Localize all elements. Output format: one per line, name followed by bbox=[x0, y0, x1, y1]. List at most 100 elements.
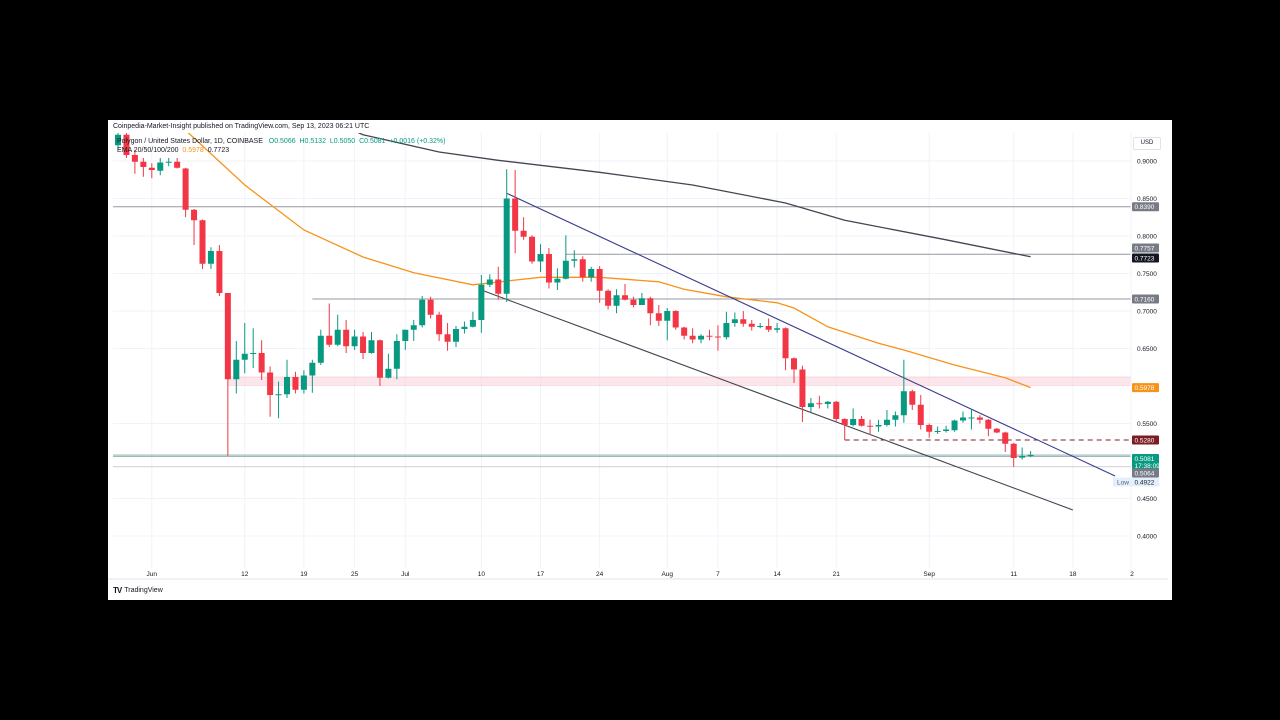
candle[interactable] bbox=[858, 416, 865, 427]
candle[interactable] bbox=[706, 329, 713, 341]
candle[interactable] bbox=[824, 401, 831, 409]
candle[interactable] bbox=[537, 244, 544, 272]
candle[interactable] bbox=[1010, 443, 1017, 467]
candle[interactable] bbox=[115, 130, 121, 150]
candle[interactable] bbox=[647, 296, 654, 326]
candle[interactable] bbox=[833, 401, 840, 422]
candle[interactable] bbox=[588, 266, 595, 282]
candle[interactable] bbox=[917, 395, 924, 430]
candle[interactable] bbox=[791, 357, 797, 384]
candle[interactable] bbox=[892, 411, 899, 427]
candle[interactable] bbox=[655, 305, 662, 326]
candle[interactable] bbox=[334, 314, 341, 347]
candle[interactable] bbox=[1019, 447, 1026, 460]
candle[interactable] bbox=[943, 425, 950, 433]
candle[interactable] bbox=[444, 323, 451, 351]
candle[interactable] bbox=[233, 341, 240, 394]
candle[interactable] bbox=[148, 163, 155, 179]
candle[interactable] bbox=[850, 408, 857, 427]
candle[interactable] bbox=[883, 410, 890, 427]
candle[interactable] bbox=[976, 415, 983, 424]
candle[interactable] bbox=[765, 318, 772, 333]
candle[interactable] bbox=[478, 275, 485, 333]
candle[interactable] bbox=[740, 311, 747, 327]
candle[interactable] bbox=[131, 149, 138, 174]
candle[interactable] bbox=[199, 219, 206, 270]
candle[interactable] bbox=[900, 359, 907, 423]
candle[interactable] bbox=[1027, 451, 1034, 458]
candle[interactable] bbox=[816, 395, 823, 409]
candle[interactable] bbox=[985, 419, 992, 437]
candle[interactable] bbox=[300, 370, 307, 394]
candle[interactable] bbox=[495, 266, 502, 300]
candle[interactable] bbox=[436, 311, 443, 341]
candle[interactable] bbox=[469, 311, 476, 328]
candle[interactable] bbox=[503, 169, 510, 302]
candle[interactable] bbox=[140, 158, 147, 177]
candle[interactable] bbox=[579, 256, 586, 282]
candle[interactable] bbox=[960, 411, 966, 423]
candle[interactable] bbox=[529, 235, 536, 264]
candle[interactable] bbox=[410, 320, 417, 341]
candle[interactable] bbox=[630, 296, 637, 308]
candle[interactable] bbox=[698, 334, 705, 344]
candle[interactable] bbox=[867, 419, 874, 435]
candle[interactable] bbox=[368, 332, 375, 354]
candle[interactable] bbox=[605, 289, 612, 310]
candle[interactable] bbox=[241, 323, 248, 374]
candle[interactable] bbox=[807, 398, 814, 413]
candle[interactable] bbox=[723, 311, 730, 340]
candle[interactable] bbox=[182, 167, 189, 218]
candle[interactable] bbox=[453, 326, 459, 347]
candle[interactable] bbox=[993, 428, 1000, 434]
candle[interactable] bbox=[926, 423, 933, 438]
candle[interactable] bbox=[258, 340, 265, 380]
candle[interactable] bbox=[774, 323, 781, 333]
candle[interactable] bbox=[343, 320, 350, 353]
candle[interactable] bbox=[326, 303, 333, 348]
candle[interactable] bbox=[672, 310, 679, 330]
candle[interactable] bbox=[360, 332, 367, 359]
candle[interactable] bbox=[799, 365, 806, 422]
candle[interactable] bbox=[191, 209, 198, 245]
candle[interactable] bbox=[157, 158, 164, 176]
candle[interactable] bbox=[174, 158, 181, 169]
candle[interactable] bbox=[207, 247, 214, 269]
candle[interactable] bbox=[841, 418, 848, 440]
candle[interactable] bbox=[275, 381, 282, 419]
candle[interactable] bbox=[782, 327, 789, 371]
candle[interactable] bbox=[402, 329, 409, 350]
symbol-name[interactable]: Polygon / United States Dollar, 1D, COIN… bbox=[117, 138, 263, 145]
candle[interactable] bbox=[351, 329, 358, 350]
candle[interactable] bbox=[165, 158, 172, 167]
candle[interactable] bbox=[875, 419, 882, 432]
candle[interactable] bbox=[292, 371, 299, 394]
currency-button[interactable]: USD bbox=[1133, 137, 1161, 150]
candle[interactable] bbox=[951, 419, 958, 432]
candle[interactable] bbox=[419, 296, 426, 328]
candle[interactable] bbox=[638, 293, 645, 305]
candle[interactable] bbox=[267, 366, 274, 417]
candle[interactable] bbox=[520, 217, 527, 240]
candle[interactable] bbox=[224, 293, 231, 456]
candle[interactable] bbox=[613, 289, 620, 314]
candle[interactable] bbox=[216, 245, 223, 296]
candle[interactable] bbox=[596, 266, 603, 303]
candle[interactable] bbox=[512, 170, 519, 254]
candle[interactable] bbox=[562, 235, 569, 280]
candle[interactable] bbox=[284, 359, 290, 398]
candle[interactable] bbox=[461, 321, 468, 334]
candle[interactable] bbox=[748, 320, 755, 331]
candle[interactable] bbox=[934, 426, 941, 435]
candle[interactable] bbox=[689, 328, 696, 344]
candle[interactable] bbox=[385, 353, 392, 379]
candle[interactable] bbox=[757, 323, 764, 329]
candle[interactable] bbox=[376, 339, 383, 387]
candle[interactable] bbox=[681, 326, 688, 340]
candle[interactable] bbox=[731, 312, 738, 327]
candle[interactable] bbox=[250, 328, 257, 368]
candle[interactable] bbox=[968, 409, 975, 430]
candle[interactable] bbox=[123, 130, 130, 158]
candle[interactable] bbox=[714, 325, 721, 351]
